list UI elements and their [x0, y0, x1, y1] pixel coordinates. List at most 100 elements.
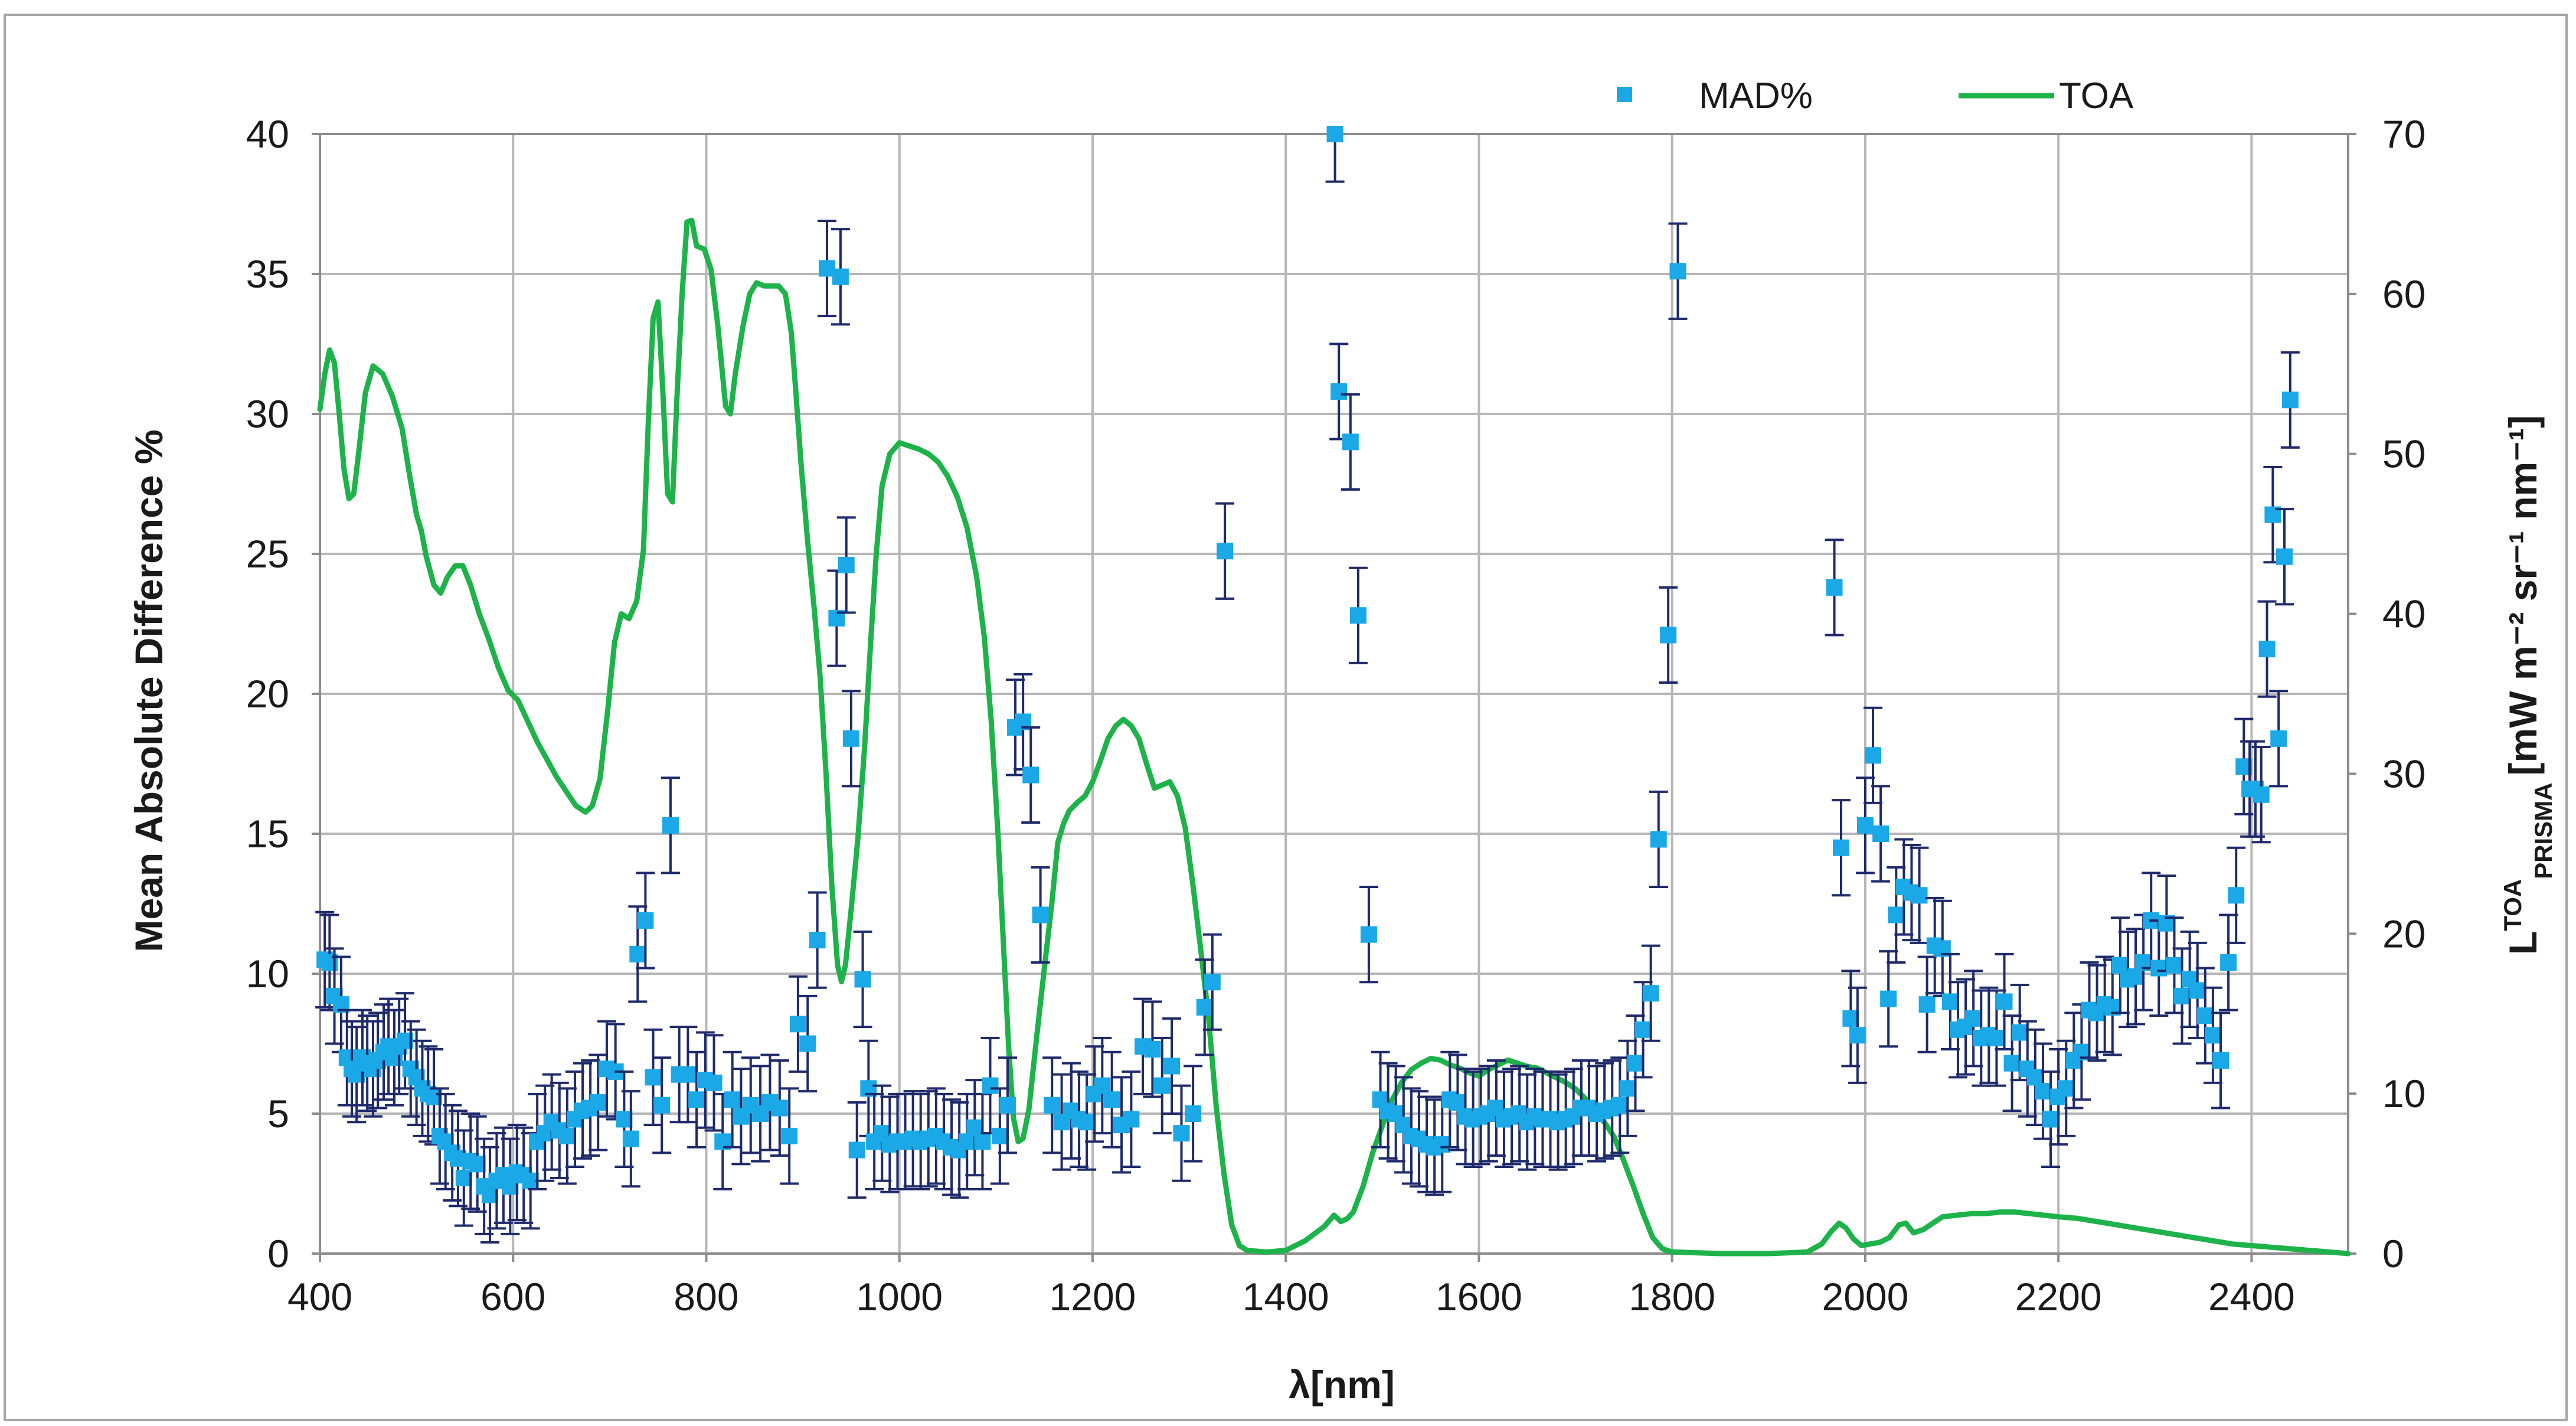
left-y-tick-label: 5: [267, 1092, 289, 1135]
mad-marker: [1996, 993, 2013, 1010]
mad-marker: [1988, 1030, 2005, 1047]
mad-point: [2280, 351, 2300, 449]
mad-marker: [2003, 1055, 2021, 1072]
left-y-axis-title: Mean Absolute Difference %: [127, 429, 171, 952]
mad-marker: [848, 1141, 865, 1159]
mad-marker: [2196, 1007, 2214, 1024]
mad-marker: [842, 730, 859, 747]
mad-marker: [1217, 543, 1234, 560]
right-y-tick-label: 0: [2382, 1232, 2404, 1275]
mad-marker: [1173, 1125, 1190, 1142]
mad-marker: [2276, 548, 2293, 565]
right-y-axis-title-sub: PRISMA: [2529, 782, 2557, 879]
left-y-tick-label: 20: [246, 672, 289, 716]
mad-point: [980, 1037, 1000, 1135]
mad-marker: [799, 1035, 816, 1052]
right-y-axis-title: LTOAPRISMA [mW m⁻² sr⁻¹ nm⁻¹]: [2499, 415, 2557, 955]
mad-point: [965, 1079, 985, 1177]
mad-point: [2041, 1070, 2061, 1169]
mad-point: [1143, 1000, 1162, 1098]
mad-point: [621, 1090, 640, 1188]
mad-point: [1348, 566, 1368, 664]
mad-marker: [1078, 1114, 1096, 1131]
x-tick-label: 1800: [1629, 1275, 1715, 1319]
mad-marker: [771, 1099, 788, 1117]
mad-point: [1102, 1050, 1122, 1148]
mad-marker: [2058, 1080, 2075, 1097]
mad-marker: [854, 971, 871, 988]
mad-point: [2025, 1028, 2045, 1126]
mad-point: [1184, 1065, 1203, 1163]
mad-point: [2251, 746, 2271, 844]
mad-point: [1122, 1070, 1141, 1169]
mad-marker: [1342, 433, 1359, 451]
right-y-axis-title-base: L: [2501, 931, 2545, 955]
right-y-tick-label: 40: [2382, 592, 2425, 636]
mad-point: [2219, 913, 2238, 1011]
x-tick-label: 800: [674, 1275, 738, 1319]
mad-point: [1832, 799, 1851, 897]
chart-border: [4, 14, 2568, 1421]
x-tick-label: 1400: [1243, 1275, 1329, 1319]
mad-point: [831, 228, 850, 326]
mad-point: [2188, 941, 2207, 1040]
mad-point: [2165, 916, 2184, 1014]
mad-marker: [1872, 825, 1889, 842]
mad-point: [2110, 916, 2130, 1014]
mad-marker: [999, 1097, 1016, 1114]
mad-point: [678, 1026, 698, 1124]
left-y-tick-label: 35: [246, 252, 289, 296]
left-y-tick-label: 10: [246, 952, 289, 996]
mad-marker: [1833, 839, 1849, 856]
mad-point: [2227, 846, 2246, 944]
mad-point: [1172, 1084, 1191, 1182]
mad-point: [614, 1070, 634, 1169]
legend-toa-label: TOA: [2059, 76, 2134, 116]
mad-marker: [1094, 1077, 1111, 1094]
mad-point: [704, 1034, 724, 1132]
mad-marker: [2026, 1069, 2044, 1086]
mad-marker: [2150, 960, 2168, 977]
mad-point: [1329, 342, 1349, 440]
mad-point: [1659, 586, 1678, 684]
mad-marker: [1880, 990, 1897, 1007]
mad-point: [1879, 950, 1898, 1048]
mad-point: [950, 1101, 969, 1199]
mad-marker: [1911, 887, 1928, 904]
mad-point: [1448, 1053, 1467, 1151]
mad-marker: [1611, 1097, 1629, 1114]
mad-point: [1917, 955, 1937, 1053]
right-y-tick-label: 60: [2382, 272, 2425, 316]
mad-point: [687, 1050, 707, 1148]
x-tick-label: 600: [480, 1275, 545, 1319]
mad-point: [1825, 539, 1844, 637]
mad-series: [315, 126, 2300, 1244]
mad-marker: [2034, 1083, 2051, 1100]
mad-point: [853, 930, 872, 1029]
toa-line: [317, 217, 2351, 1257]
mad-point: [636, 872, 655, 970]
mad-marker: [1153, 1077, 1171, 1094]
mad-marker: [2111, 957, 2129, 974]
legend: MAD% TOA: [1617, 76, 2134, 116]
x-tick-label: 2200: [2015, 1275, 2102, 1319]
mad-point: [1359, 886, 1378, 984]
mad-marker: [1627, 1055, 1644, 1072]
mad-point: [808, 891, 827, 989]
mad-point: [1085, 1045, 1104, 1143]
mad-point: [1995, 952, 2014, 1050]
mad-marker: [1163, 1058, 1181, 1075]
mad-marker: [2189, 982, 2206, 999]
mad-marker: [1642, 985, 1659, 1002]
mad-marker: [982, 1077, 999, 1094]
mad-marker: [590, 1094, 607, 1111]
mad-marker: [1669, 263, 1686, 280]
mad-marker: [481, 1186, 498, 1203]
mad-marker: [2220, 954, 2237, 971]
mad-marker: [645, 1069, 662, 1086]
x-tick-label: 1600: [1436, 1275, 1522, 1319]
mad-point: [788, 975, 808, 1073]
mad-point: [1964, 970, 1983, 1068]
mad-point: [770, 1059, 789, 1157]
